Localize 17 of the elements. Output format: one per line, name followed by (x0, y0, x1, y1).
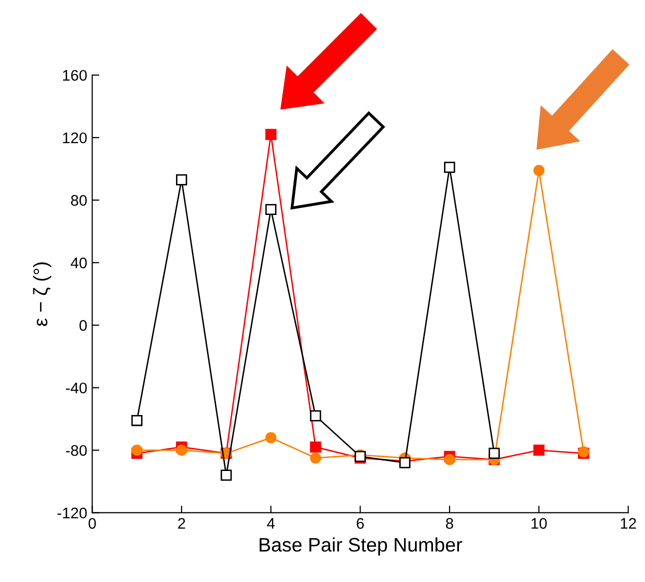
y-axis-title: ε − ζ (°) (33, 262, 52, 326)
y-tick-label: -80 (66, 445, 87, 456)
x-tick-label: 4 (267, 518, 275, 529)
x-tick-label: 0 (88, 518, 96, 529)
y-tick-label: -120 (57, 508, 87, 518)
y-tick-label: -40 (66, 382, 87, 394)
y-tick-label: 0 (79, 320, 87, 331)
x-axis-title: Base Pair Step Number (260, 537, 462, 556)
x-tick-label: 6 (356, 518, 364, 529)
y-tick-label: 80 (71, 194, 87, 206)
x-tick-label: 2 (178, 518, 186, 529)
x-tick-label: 8 (446, 518, 454, 529)
y-tick-label: 120 (63, 132, 87, 144)
x-tick-label: 10 (532, 518, 547, 529)
y-tick-label: 160 (63, 70, 87, 81)
y-tick-label: 40 (70, 258, 87, 268)
x-tick-label: 12 (620, 518, 636, 529)
